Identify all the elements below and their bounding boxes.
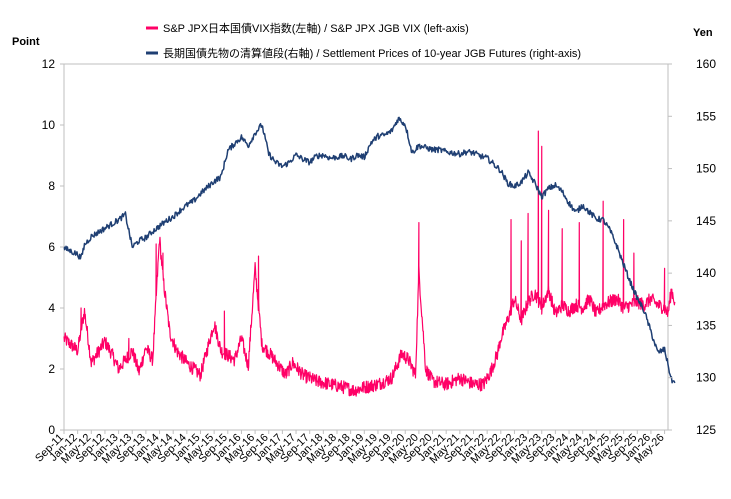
right-tick-label: 160 [696, 57, 716, 71]
legend-label-jgb-futures: 長期国債先物の清算値段(右軸) / Settlement Prices of 1… [163, 46, 581, 60]
right-tick-label: 140 [696, 266, 716, 280]
left-tick-label: 4 [48, 301, 55, 315]
right-tick-label: 150 [696, 162, 716, 176]
left-tick-label: 8 [48, 179, 55, 193]
series-layer [63, 116, 676, 397]
legend-label-jgb-vix: S&P JPX日本国債VIX指数(左軸) / S&P JPX JGB VIX (… [163, 21, 469, 35]
left-axis-title: Point [12, 36, 40, 48]
left-tick-label: 2 [48, 362, 55, 376]
left-axis: 0 2 4 6 8 10 12 [42, 57, 64, 437]
right-axis-title: Yen [693, 27, 713, 39]
right-tick-label: 145 [696, 214, 716, 228]
left-tick-label: 10 [42, 118, 56, 132]
plot-border [63, 63, 669, 431]
right-axis: 125 130 135 140 145 150 155 160 [668, 57, 716, 437]
right-tick-label: 125 [696, 423, 716, 437]
left-tick-label: 0 [48, 423, 55, 437]
left-tick-label: 12 [42, 57, 56, 71]
left-tick-label: 6 [48, 240, 55, 254]
series-line-jgb-vix [63, 130, 676, 397]
right-tick-label: 130 [696, 371, 716, 385]
legend: S&P JPX日本国債VIX指数(左軸) / S&P JPX JGB VIX (… [146, 21, 581, 60]
plot-area [63, 63, 669, 431]
series-line-jgb-futures [63, 116, 676, 384]
right-tick-label: 155 [696, 109, 716, 123]
right-tick-label: 135 [696, 318, 716, 332]
x-axis: Sep-11Jan-12May-12Sep-12Jan-13May-13Sep-… [33, 430, 667, 466]
